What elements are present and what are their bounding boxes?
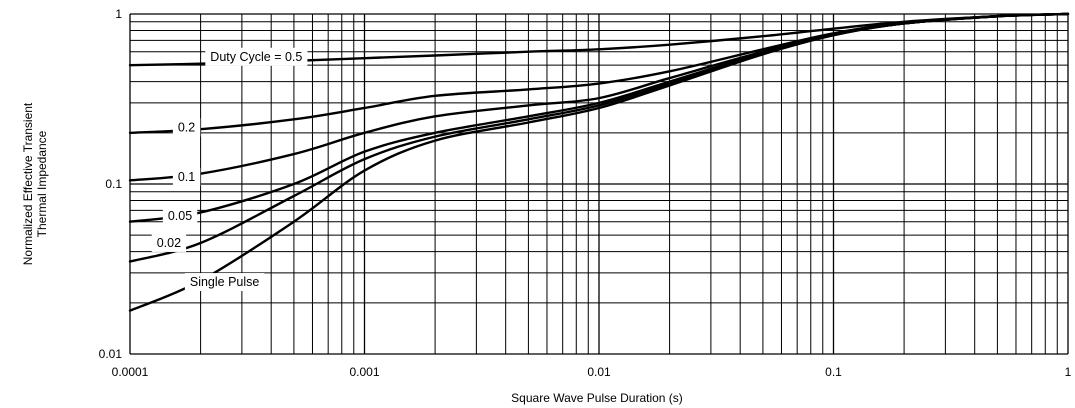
y-tick-label: 0.01 — [99, 347, 123, 361]
tick-labels: 0.0001 0.001 0.01 0.1 1 0.01 0.1 1 — [99, 7, 1072, 379]
series-label: Duty Cycle = 0.5 — [205, 47, 308, 66]
x-tick-label: 0.01 — [587, 365, 611, 379]
series-label-text: 0.2 — [178, 120, 195, 134]
x-tick-label: 1 — [1065, 365, 1072, 379]
series-label: Single Pulse — [184, 273, 265, 292]
x-tick-label: 0.001 — [349, 365, 379, 379]
series-label: 0.02 — [151, 233, 187, 252]
series-label-text: 0.02 — [157, 236, 181, 250]
series-label-background — [172, 118, 201, 137]
y-tick-label: 0.1 — [105, 177, 122, 191]
series-label-text: Single Pulse — [190, 275, 260, 289]
series-label-background — [172, 167, 201, 186]
y-axis-label-line-2: Thermal Impedance — [35, 130, 49, 237]
y-axis-label-line-1: Normalized Effective Transient — [21, 102, 35, 265]
series-label: 0.2 — [172, 118, 201, 137]
y-tick-label: 1 — [115, 7, 122, 21]
series-label-text: 0.05 — [168, 209, 192, 223]
series-label: 0.1 — [172, 167, 201, 186]
grid-lines — [129, 13, 1069, 355]
series-line — [128, 12, 1070, 312]
x-tick-label: 0.0001 — [112, 365, 149, 379]
x-tick-label: 0.1 — [825, 365, 842, 379]
series-label-background — [162, 206, 198, 225]
x-axis-label: Square Wave Pulse Duration (s) — [511, 391, 683, 405]
series-label-background — [151, 233, 187, 252]
series-label-text: Duty Cycle = 0.5 — [210, 50, 302, 64]
series-label: 0.05 — [162, 206, 198, 225]
series-label-text: 0.1 — [178, 170, 195, 184]
series-label-background — [184, 273, 265, 292]
series-labels: Duty Cycle = 0.5 0.2 0.1 0.05 0.02 Single Pul… — [151, 47, 308, 292]
series-label-background — [205, 47, 308, 66]
